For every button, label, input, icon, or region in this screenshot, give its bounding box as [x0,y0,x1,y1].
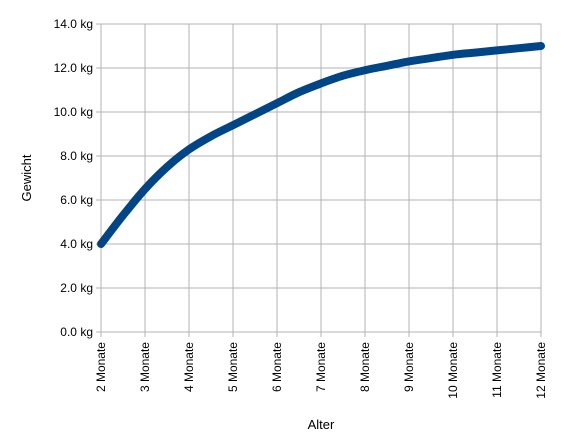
grid [100,23,542,333]
y-tick-label: 2.0 kg [60,281,93,295]
x-tick-label: 7 Monate [314,342,328,392]
x-tick-label: 3 Monate [138,342,152,392]
x-axis-title: Alter [308,417,335,432]
x-tick-label: 2 Monate [94,342,108,392]
x-tick-label: 12 Monate [534,342,548,399]
series-layer [97,42,545,248]
y-axis-ticks: 0.0 kg 2.0 kg 4.0 kg 6.0 kg 8.0 kg 10.0 kg 12.… [54,17,101,339]
x-tick-label: 6 Monate [270,342,284,392]
x-tick-label: 8 Monate [358,342,372,392]
y-axis-title: Gewicht [19,154,34,201]
y-tick-label: 8.0 kg [60,149,93,163]
y-tick-label: 0.0 kg [60,325,93,339]
y-tick-label: 14.0 kg [54,17,93,31]
y-tick-label: 12.0 kg [54,61,93,75]
y-tick-label: 10.0 kg [54,105,93,119]
series-line [97,42,545,248]
x-tick-label: 4 Monate [182,342,196,392]
x-tick-label: 9 Monate [402,342,416,392]
y-tick-label: 4.0 kg [60,237,93,251]
x-axis-ticks: 2 Monate 3 Monate 4 Monate 5 Monate 6 Monate… [94,332,548,399]
x-tick-label: 5 Monate [226,342,240,392]
x-tick-label: 10 Monate [446,342,460,399]
y-tick-label: 6.0 kg [60,193,93,207]
x-tick-label: 11 Monate [490,342,504,398]
